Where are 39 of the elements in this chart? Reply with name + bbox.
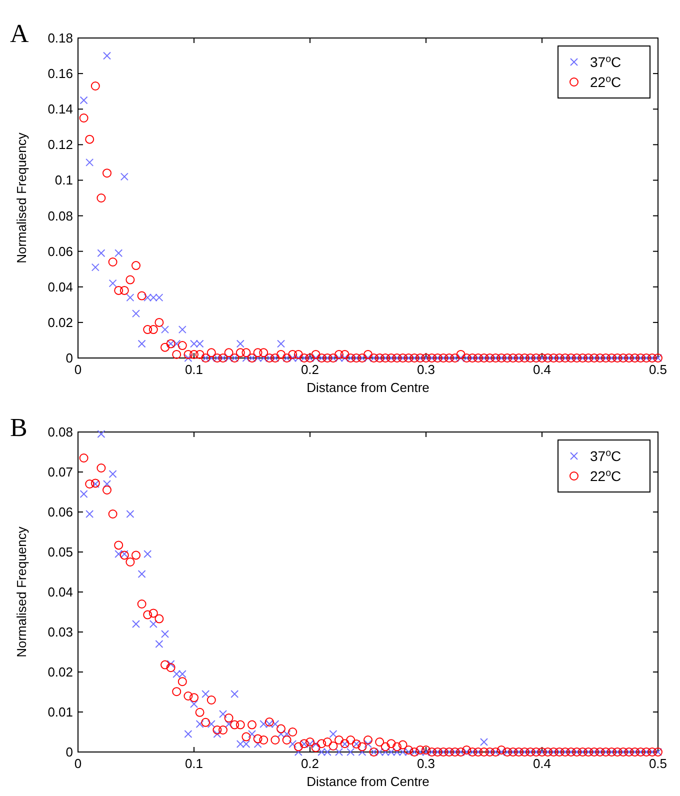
- y-tick-label: 0.04: [48, 584, 73, 600]
- y-tick-label: 0.04: [48, 279, 73, 294]
- y-tick-label: 0: [66, 350, 73, 366]
- y-axis-title: Normalised Frequency: [14, 132, 29, 264]
- y-tick-label: 0.05: [48, 544, 73, 560]
- legend-label: 37$^{o}$C: [590, 54, 622, 70]
- y-tick-label: 0.01: [48, 704, 73, 720]
- y-tick-label: 0.06: [48, 504, 73, 520]
- x-tick-label: 0.3: [416, 756, 436, 771]
- chart-title: A: [10, 19, 29, 48]
- y-axis-title: Normalised Frequency: [14, 526, 29, 658]
- x-tick-label: 0.5: [648, 362, 668, 377]
- x-tick-label: 0.2: [300, 362, 320, 377]
- x-tick-label: 0.4: [532, 362, 552, 377]
- y-tick-label: 0: [66, 744, 73, 760]
- legend-label: 22$^{o}$C: [590, 74, 622, 90]
- x-tick-label: 0.4: [532, 756, 552, 771]
- y-tick-label: 0.03: [48, 624, 73, 640]
- y-tick-label: 0.08: [48, 208, 73, 224]
- x-tick-label: 0.3: [416, 362, 436, 377]
- legend-label: 37$^{o}$C: [590, 448, 622, 464]
- chart-title: B: [10, 413, 28, 442]
- y-tick-label: 0.18: [48, 30, 73, 46]
- x-axis-title: Distance from Centre: [306, 380, 430, 395]
- y-tick-label: 0.14: [48, 102, 73, 117]
- y-tick-label: 0.06: [48, 244, 73, 259]
- x-tick-label: 0.1: [184, 362, 204, 377]
- x-tick-label: 0.1: [184, 756, 204, 771]
- y-tick-label: 0.12: [48, 137, 73, 152]
- x-tick-label: 0.5: [648, 756, 668, 771]
- x-tick-label: 0.2: [300, 756, 320, 771]
- y-tick-label: 0.07: [48, 464, 73, 480]
- y-tick-label: 0.02: [48, 314, 73, 330]
- legend-label: 22$^{o}$C: [590, 468, 622, 484]
- y-tick-label: 0.16: [48, 66, 73, 82]
- y-tick-label: 0.02: [48, 664, 73, 680]
- x-axis-title: Distance from Centre: [306, 774, 430, 789]
- y-tick-label: 0.08: [48, 424, 73, 440]
- y-tick-label: 0.1: [54, 172, 73, 188]
